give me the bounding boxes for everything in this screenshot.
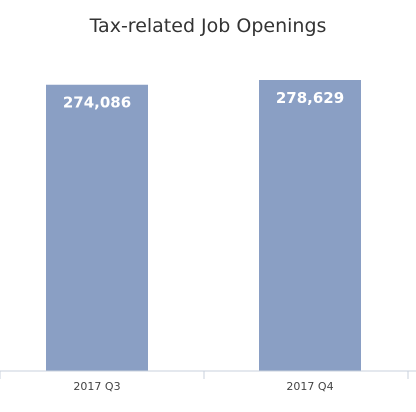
- value-label: 274,086: [63, 94, 131, 112]
- value-label: 278,629: [276, 89, 344, 107]
- value-labels-layer: 274,086 278,629: [63, 89, 344, 112]
- bar-2017-q3: [46, 84, 148, 372]
- x-tick-label: 2017 Q4: [286, 380, 333, 393]
- bar-2017-q4: [259, 80, 361, 371]
- bars-layer: [46, 80, 361, 372]
- x-axis-ticks: 2017 Q3 2017 Q4: [0, 371, 409, 393]
- x-tick-label: 2017 Q3: [73, 380, 120, 393]
- chart-title: Tax-related Job Openings: [89, 15, 327, 37]
